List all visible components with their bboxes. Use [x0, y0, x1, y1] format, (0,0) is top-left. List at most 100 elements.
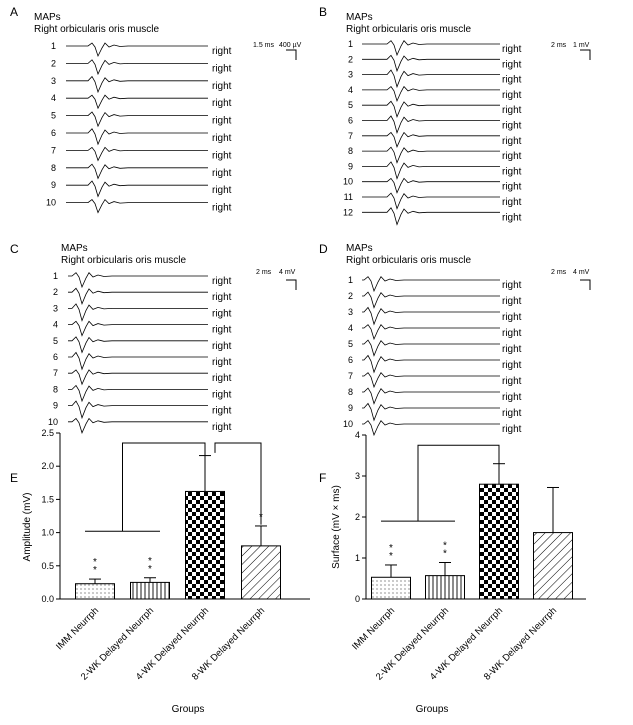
significance-marker: * [148, 564, 152, 575]
y-tick-label: 0.0 [41, 594, 54, 604]
trace-number: 4 [348, 323, 353, 333]
trace-number: 8 [348, 146, 353, 156]
trace-stack: 1 right 2 right 3 right 4 right 5 right 6 right 7 rig… [48, 271, 297, 434]
y-tick-label: 0.5 [41, 561, 54, 571]
comparison-bracket [214, 442, 262, 525]
trace-number: 1 [348, 275, 353, 285]
trace-line [66, 128, 208, 146]
trace-label: right [502, 136, 522, 147]
trace-number: 9 [348, 403, 353, 413]
trace-line [362, 85, 500, 103]
trace-line [66, 146, 208, 162]
bar [185, 490, 225, 600]
trace-label: right [212, 422, 232, 433]
scale-time-label: 2 ms [551, 269, 567, 276]
scale-amp-label: 400 µV [279, 42, 302, 49]
trace-line [362, 276, 500, 293]
trace-label: right [502, 44, 522, 55]
significance-marker: * [389, 551, 393, 562]
trace-label: right [502, 90, 522, 101]
bar [371, 576, 411, 600]
trace-label: right [502, 105, 522, 116]
trace-label: right [502, 296, 522, 307]
trace-label: right [212, 341, 232, 352]
trace-label: right [502, 182, 522, 193]
comparison-bracket [381, 444, 500, 522]
y-tick-label: 3 [355, 471, 360, 481]
trace-line [362, 192, 500, 210]
trace-label: right [502, 312, 522, 323]
x-axis-title: Groups [416, 704, 449, 715]
panel-title: MAPs [346, 12, 373, 23]
panel-b: B MAPs Right orbicularis oris muscle 2 m… [319, 5, 591, 226]
trace-line [68, 369, 208, 386]
trace-line [362, 69, 500, 89]
trace-number: 6 [348, 116, 353, 126]
bar [130, 581, 170, 600]
trace-line [66, 75, 208, 94]
trace-line [362, 354, 500, 374]
trace-label: right [212, 98, 232, 109]
y-tick-label: 1.0 [41, 528, 54, 538]
trace-number: 10 [46, 198, 56, 208]
trace-line [362, 291, 500, 309]
trace-label: right [212, 81, 232, 92]
trace-label: right [212, 292, 232, 303]
panel-title: MAPs [346, 243, 373, 254]
trace-number: 1 [51, 41, 56, 51]
trace-number: 10 [343, 419, 353, 429]
trace-label: right [212, 63, 232, 74]
trace-number: 5 [53, 336, 58, 346]
trace-line [362, 207, 500, 226]
trace-label: right [212, 389, 232, 400]
trace-line [66, 198, 208, 214]
panel-subtitle: Right orbicularis oris muscle [34, 24, 159, 35]
trace-label: right [212, 357, 232, 368]
y-tick-label: 2.0 [41, 461, 54, 471]
trace-label: right [502, 166, 522, 177]
trace-number: 3 [348, 307, 353, 317]
trace-line [362, 387, 500, 405]
trace-number: 9 [348, 161, 353, 171]
trace-label: right [212, 150, 232, 161]
trace-number: 3 [53, 303, 58, 313]
trace-line [68, 351, 208, 371]
trace-line [362, 402, 500, 422]
trace-line [66, 111, 208, 128]
trace-line [362, 54, 500, 73]
trace-label: right [212, 406, 232, 417]
trace-label: right [212, 325, 232, 336]
bar [533, 532, 573, 600]
panel-letter: A [10, 5, 18, 19]
trace-line [68, 384, 208, 403]
trace-line [362, 131, 500, 148]
panel-c: C MAPs Right orbicularis oris muscle 2 m… [10, 242, 297, 434]
trace-number: 9 [53, 401, 58, 411]
scale-bar [580, 279, 591, 290]
scale-amp-label: 1 mV [573, 42, 590, 49]
y-axis-title: Amplitude (mV) [22, 493, 33, 562]
trace-label: right [502, 376, 522, 387]
x-axis-title: Groups [172, 704, 205, 715]
trace-label: right [212, 133, 232, 144]
scale-bar [580, 49, 591, 60]
trace-number: 2 [53, 287, 58, 297]
trace-line [68, 400, 208, 420]
trace-number: 6 [51, 128, 56, 138]
trace-number: 8 [51, 163, 56, 173]
trace-label: right [212, 116, 232, 127]
trace-line [362, 146, 500, 164]
bar [241, 545, 281, 600]
trace-label: right [502, 197, 522, 208]
trace-label: right [502, 344, 522, 355]
scale-time-label: 2 ms [551, 42, 567, 49]
trace-number: 5 [348, 100, 353, 110]
trace-number: 8 [53, 384, 58, 394]
trace-label: right [502, 408, 522, 419]
trace-label: right [212, 203, 232, 214]
trace-line [68, 417, 208, 434]
bar [425, 575, 465, 600]
trace-line [68, 303, 208, 322]
